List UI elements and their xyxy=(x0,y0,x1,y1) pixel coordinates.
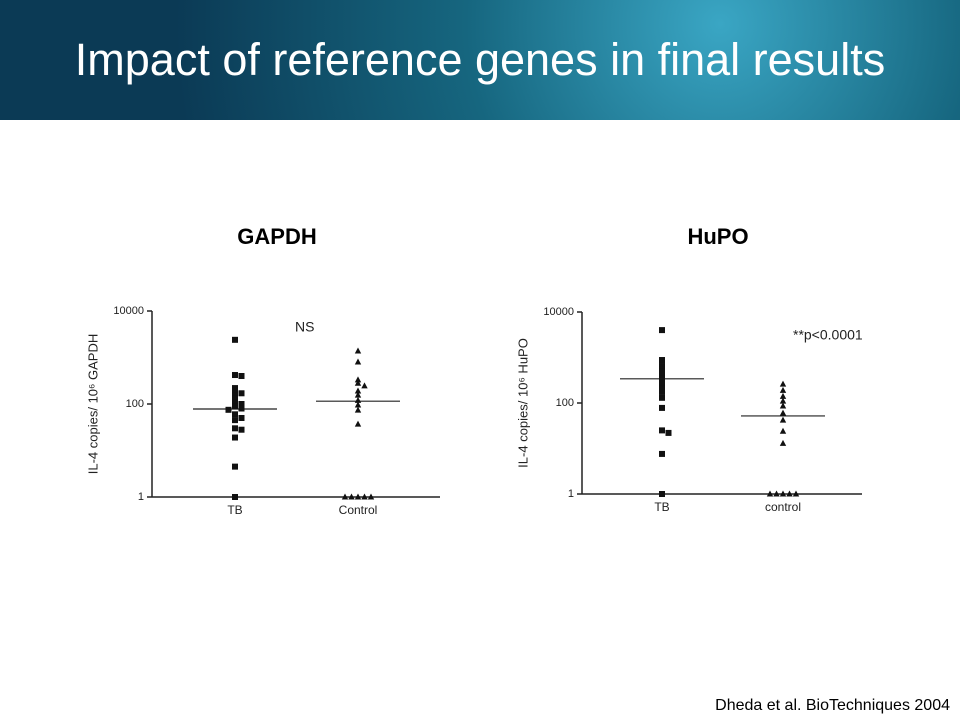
data-point xyxy=(232,425,238,432)
data-point xyxy=(659,381,665,388)
data-point xyxy=(354,358,362,365)
data-point xyxy=(659,388,665,395)
data-point xyxy=(232,336,238,343)
y-tick-label: 100 xyxy=(556,397,574,409)
data-point xyxy=(786,490,793,497)
data-point xyxy=(773,490,780,497)
data-point xyxy=(232,403,238,410)
y-tick-label: 100 xyxy=(126,398,144,410)
data-point xyxy=(354,420,362,427)
data-point xyxy=(225,406,232,413)
x-tick-label: TB xyxy=(227,503,242,517)
data-point xyxy=(232,395,238,402)
data-point xyxy=(361,382,368,389)
data-point xyxy=(659,357,665,364)
chart-title: HuPO xyxy=(687,224,748,249)
x-tick-label: TB xyxy=(654,500,669,514)
data-point xyxy=(659,404,665,411)
data-point xyxy=(232,434,238,441)
data-point xyxy=(779,427,787,434)
data-point xyxy=(238,426,245,433)
data-point xyxy=(659,368,665,375)
data-point xyxy=(238,390,245,397)
data-point xyxy=(659,385,665,392)
data-point xyxy=(354,387,362,394)
data-point xyxy=(238,401,245,407)
data-point xyxy=(665,429,672,436)
data-point xyxy=(779,439,787,446)
data-point xyxy=(232,411,238,418)
annotation: NS xyxy=(295,319,314,335)
x-tick-label: Control xyxy=(339,503,378,517)
data-point xyxy=(232,372,238,379)
x-tick-label: control xyxy=(765,500,801,514)
y-axis-label: IL-4 copies/ 10⁶ GAPDH xyxy=(85,334,100,474)
data-point xyxy=(779,490,787,497)
data-point xyxy=(779,386,787,393)
data-point xyxy=(238,373,245,380)
data-point xyxy=(779,380,787,387)
data-point xyxy=(779,397,787,404)
data-point xyxy=(341,493,349,500)
header-banner xyxy=(0,0,960,120)
data-point xyxy=(238,405,245,412)
data-point xyxy=(779,409,787,416)
data-point xyxy=(232,399,238,406)
data-point xyxy=(659,427,665,434)
data-point xyxy=(232,494,238,500)
charts: GAPDH IL-4 copies/ 10⁶ GAPDH NS 1 100 10000 TB… xyxy=(85,224,863,517)
data-point xyxy=(354,379,362,386)
data-point xyxy=(232,463,238,470)
data-point xyxy=(238,414,245,421)
data-point xyxy=(779,402,787,409)
data-point xyxy=(354,401,362,408)
y-tick-label: 10000 xyxy=(543,306,574,318)
data-point xyxy=(779,392,787,399)
y-tick-label: 1 xyxy=(568,488,574,500)
data-point xyxy=(659,491,665,497)
data-point xyxy=(659,375,665,382)
y-axis-label: IL-4 copies/ 10⁶ HuPO xyxy=(515,338,530,468)
data-point xyxy=(348,493,355,500)
data-point xyxy=(354,391,362,398)
citation: Dheda et al. BioTechniques 2004 xyxy=(715,697,950,714)
data-point xyxy=(659,450,665,457)
data-point xyxy=(354,347,362,354)
data-point xyxy=(354,406,362,413)
data-point xyxy=(367,493,375,500)
data-point xyxy=(354,396,362,403)
data-point xyxy=(779,416,787,423)
data-point xyxy=(354,493,362,500)
chart-title: GAPDH xyxy=(237,224,316,249)
data-point xyxy=(659,363,665,370)
data-point xyxy=(792,490,800,497)
annotation: **p<0.0001 xyxy=(793,327,863,343)
data-point xyxy=(659,327,665,334)
data-point xyxy=(232,417,238,424)
data-point xyxy=(659,372,665,379)
data-point xyxy=(232,387,238,394)
data-point xyxy=(361,493,368,500)
data-point xyxy=(354,376,362,383)
data-point xyxy=(659,394,665,401)
slide-title: Impact of reference genes in final resul… xyxy=(74,34,886,85)
y-tick-label: 10000 xyxy=(113,305,144,317)
y-tick-label: 1 xyxy=(138,491,144,503)
data-point xyxy=(766,490,774,497)
